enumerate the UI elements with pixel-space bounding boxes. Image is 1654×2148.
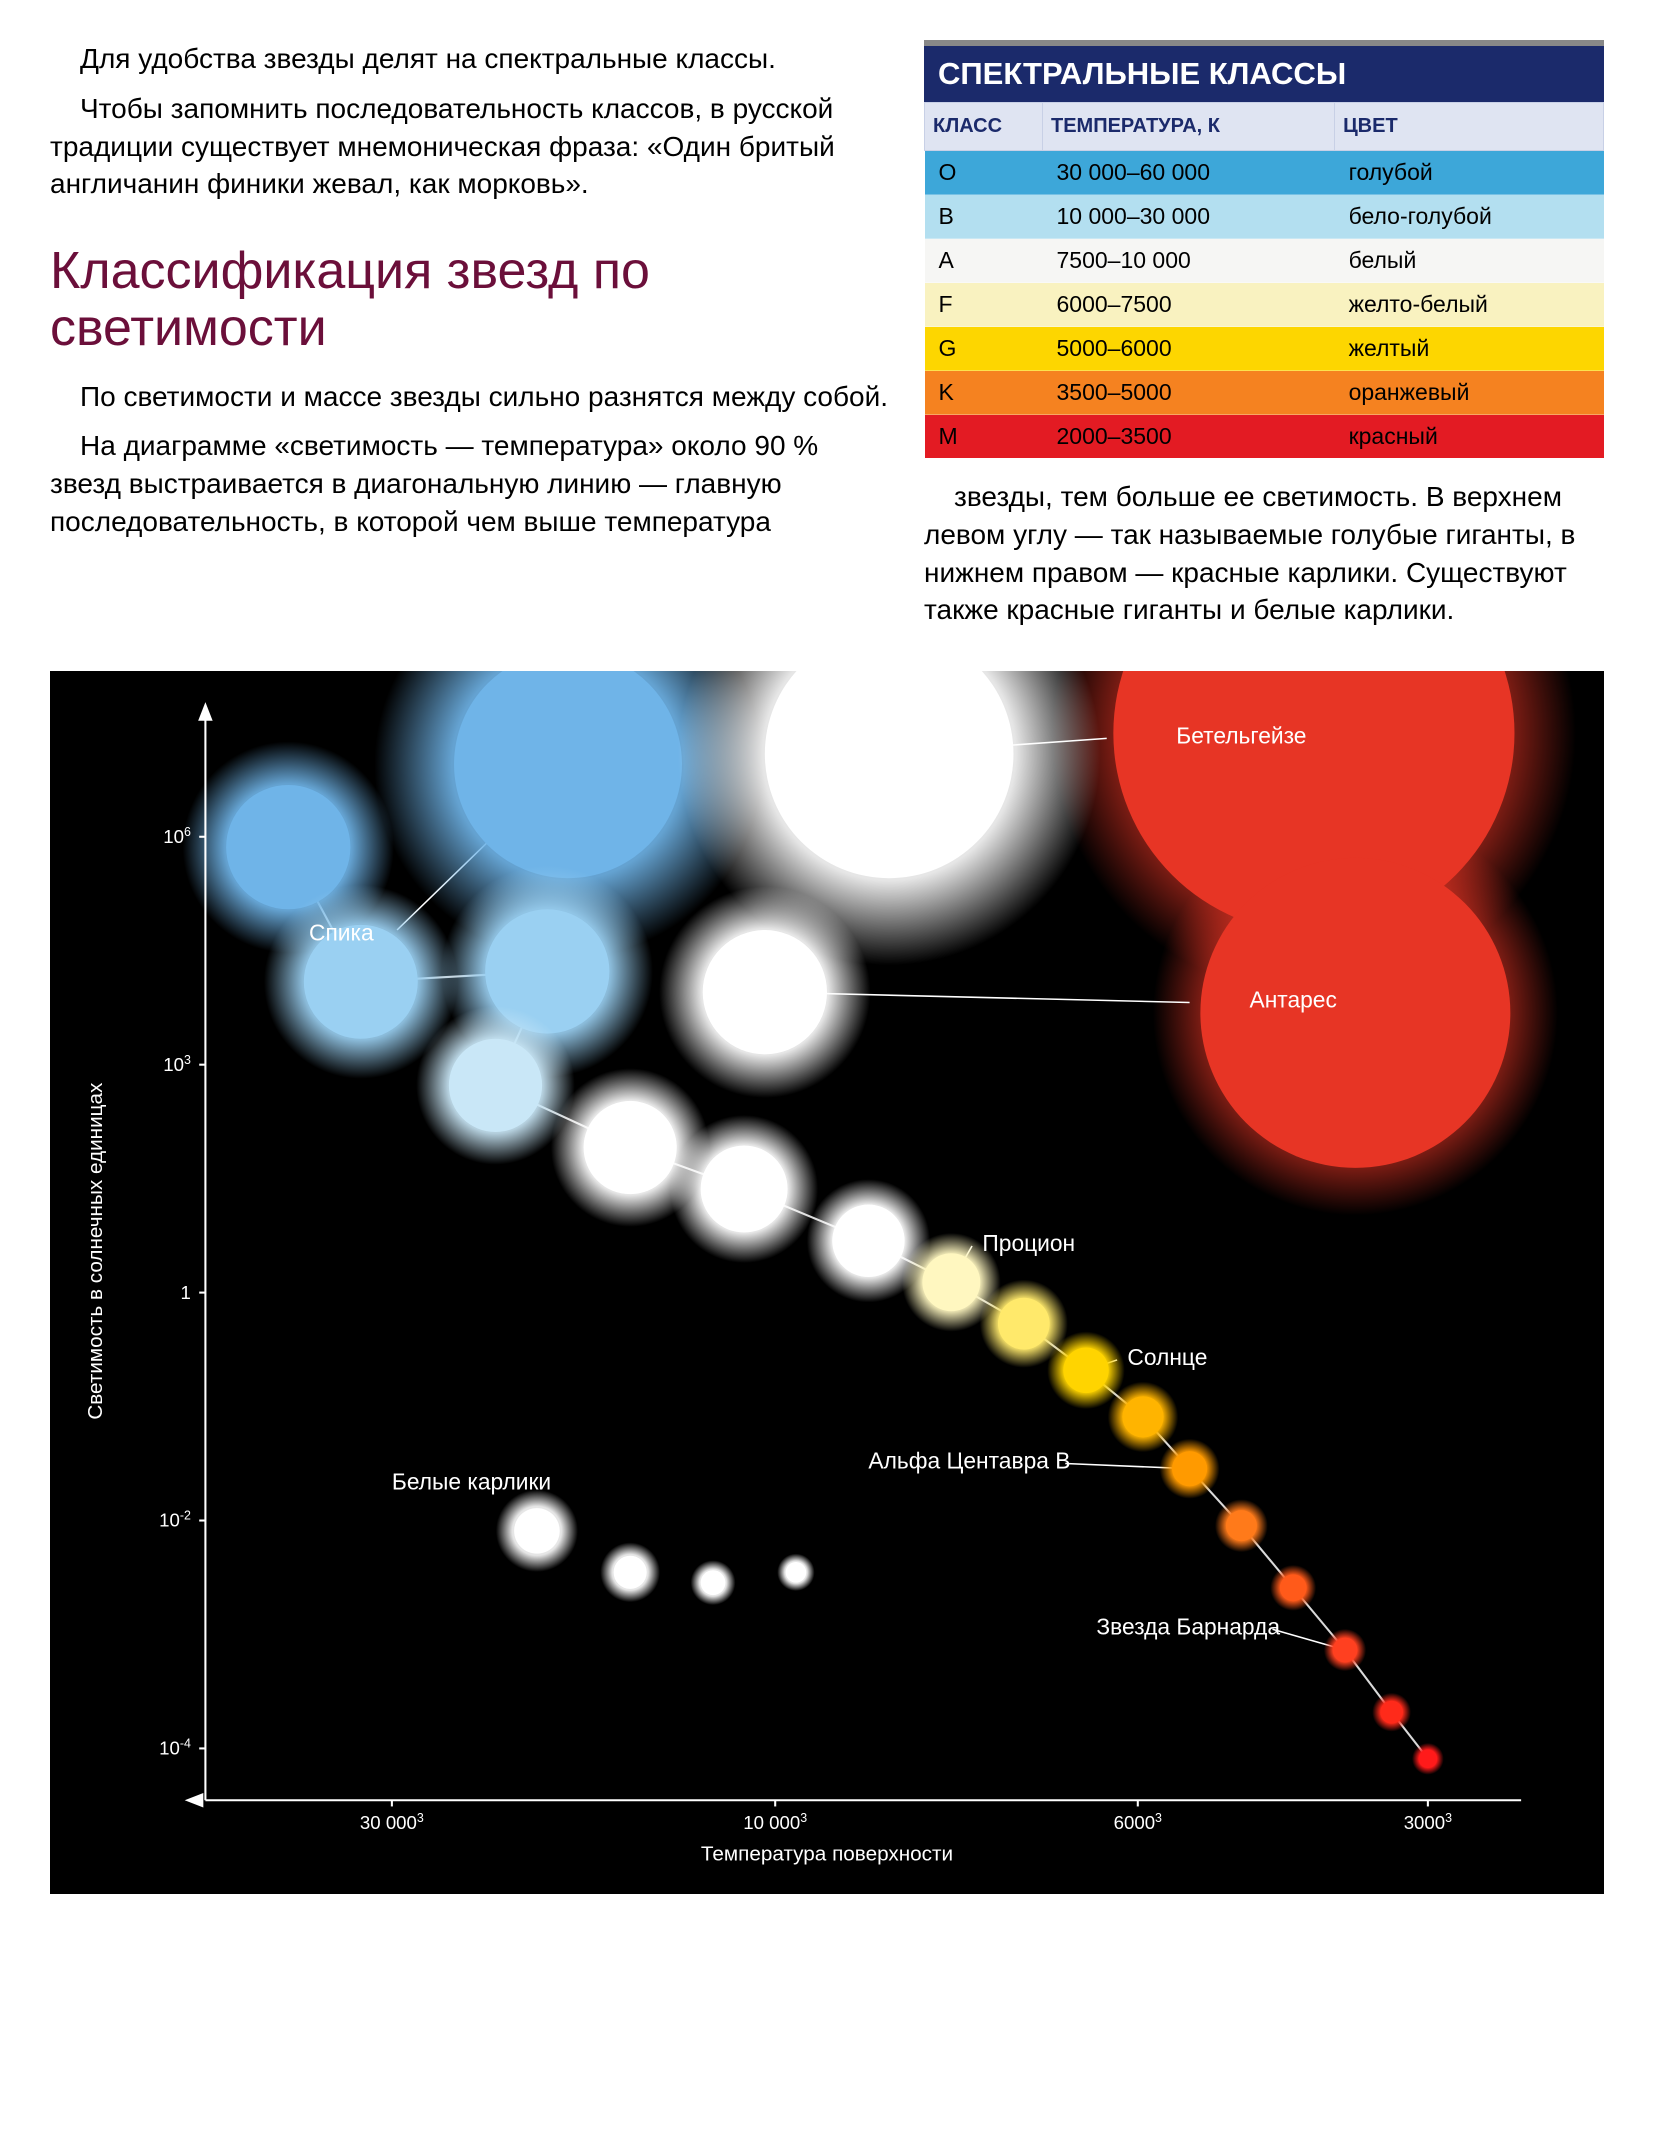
table-cell: желто-белый <box>1335 283 1604 327</box>
table-cell: голубой <box>1335 151 1604 195</box>
svg-text:Температура поверхности: Температура поверхности <box>701 1843 953 1866</box>
svg-text:Бетельгейзе: Бетельгейзе <box>1176 723 1306 749</box>
svg-text:Светимость в солнечных единица: Светимость в солнечных единицах <box>84 1082 107 1420</box>
table-cell: 2000–3500 <box>1043 415 1335 459</box>
svg-text:30003: 30003 <box>1404 1811 1452 1833</box>
table-cell: 30 000–60 000 <box>1043 151 1335 195</box>
table-cell: 3500–5000 <box>1043 371 1335 415</box>
table-cell: желтый <box>1335 327 1604 371</box>
table-cell: 6000–7500 <box>1043 283 1335 327</box>
col-temp: ТЕМПЕРАТУРА, К <box>1043 103 1335 151</box>
svg-text:Спика: Спика <box>309 920 374 946</box>
spectral-table: СПЕКТРАЛЬНЫЕ КЛАССЫ КЛАСС ТЕМПЕРАТУРА, К… <box>924 40 1604 458</box>
svg-text:Звезда Барнарда: Звезда Барнарда <box>1096 1614 1280 1640</box>
table-row: G5000–6000желтый <box>925 327 1604 371</box>
table-cell: белый <box>1335 239 1604 283</box>
table-cell: F <box>925 283 1043 327</box>
table-row: B10 000–30 000бело-голубой <box>925 195 1604 239</box>
top-section: Для удобства звезды делят на спектральны… <box>50 40 1604 641</box>
body-p3: звезды, тем больше ее светимость. В верх… <box>924 478 1604 629</box>
body-p2: На диаграмме «светимость — температура» … <box>50 427 894 540</box>
table-row: M2000–3500красный <box>925 415 1604 459</box>
table-cell: бело-голубой <box>1335 195 1604 239</box>
svg-text:10 0003: 10 0003 <box>743 1811 807 1833</box>
table-row: A7500–10 000белый <box>925 239 1604 283</box>
spectral-classes-table: КЛАСС ТЕМПЕРАТУРА, К ЦВЕТ O30 000–60 000… <box>924 102 1604 458</box>
hr-diagram: 106103110-210-430 000310 00036000330003Т… <box>50 671 1604 1893</box>
section-heading: Классификация звезд по светимости <box>50 243 894 357</box>
table-row: F6000–7500желто-белый <box>925 283 1604 327</box>
table-cell: 7500–10 000 <box>1043 239 1335 283</box>
svg-text:Альфа Центавра B: Альфа Центавра B <box>868 1448 1070 1474</box>
table-row: K3500–5000оранжевый <box>925 371 1604 415</box>
table-cell: M <box>925 415 1043 459</box>
intro-p1: Для удобства звезды делят на спектральны… <box>50 40 894 78</box>
table-cell: красный <box>1335 415 1604 459</box>
svg-text:Антарес: Антарес <box>1250 987 1337 1013</box>
table-cell: O <box>925 151 1043 195</box>
table-row: O30 000–60 000голубой <box>925 151 1604 195</box>
svg-text:30 0003: 30 0003 <box>360 1811 424 1833</box>
table-cell: A <box>925 239 1043 283</box>
right-column: СПЕКТРАЛЬНЫЕ КЛАССЫ КЛАСС ТЕМПЕРАТУРА, К… <box>924 40 1604 641</box>
table-cell: G <box>925 327 1043 371</box>
table-cell: 10 000–30 000 <box>1043 195 1335 239</box>
left-column: Для удобства звезды делят на спектральны… <box>50 40 894 641</box>
svg-text:Белые карлики: Белые карлики <box>392 1469 551 1495</box>
table-cell: K <box>925 371 1043 415</box>
body-p1: По светимости и массе звезды сильно разн… <box>50 378 894 416</box>
intro-p2: Чтобы запомнить последовательность класс… <box>50 90 894 203</box>
table-cell: B <box>925 195 1043 239</box>
table-cell: 5000–6000 <box>1043 327 1335 371</box>
table-title: СПЕКТРАЛЬНЫЕ КЛАССЫ <box>924 40 1604 102</box>
svg-text:Солнце: Солнце <box>1127 1344 1207 1370</box>
svg-text:60003: 60003 <box>1114 1811 1162 1833</box>
col-color: ЦВЕТ <box>1335 103 1604 151</box>
svg-text:Процион: Процион <box>982 1230 1075 1256</box>
svg-text:1: 1 <box>181 1282 191 1303</box>
col-class: КЛАСС <box>925 103 1043 151</box>
table-cell: оранжевый <box>1335 371 1604 415</box>
